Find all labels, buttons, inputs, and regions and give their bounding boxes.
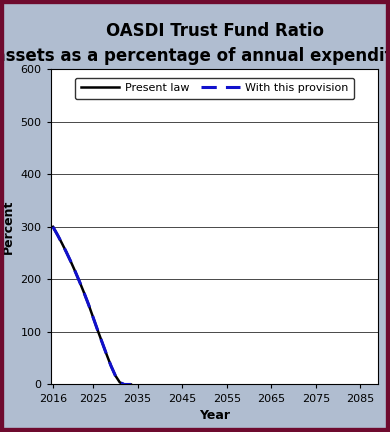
With this provision (99, 339, 104, 344)
With this provision (122, 382, 127, 387)
With this provision (82, 290, 87, 295)
Present law (108, 363, 113, 368)
Present law (117, 380, 122, 385)
Present law (99, 339, 104, 344)
Present law (91, 314, 96, 320)
With this provision (64, 249, 69, 254)
Line: With this provision: With this provision (53, 227, 131, 384)
With this provision (117, 380, 122, 385)
With this provision (68, 259, 73, 264)
Present law (129, 382, 133, 387)
With this provision (91, 314, 96, 320)
With this provision (113, 373, 118, 378)
With this provision (95, 327, 100, 332)
Present law (77, 280, 82, 285)
With this provision (129, 382, 133, 387)
Present law (95, 327, 100, 332)
Present law (64, 249, 69, 254)
Title: OASDI Trust Fund Ratio
(assets as a percentage of annual expenditures): OASDI Trust Fund Ratio (assets as a perc… (0, 22, 390, 65)
With this provision (126, 382, 131, 387)
With this provision (108, 363, 113, 368)
Present law (82, 290, 87, 295)
With this provision (86, 302, 91, 307)
Legend: Present law, With this provision: Present law, With this provision (75, 78, 354, 99)
With this provision (51, 224, 55, 229)
Present law (113, 373, 118, 378)
Present law (68, 259, 73, 264)
Present law (73, 269, 78, 274)
Present law (122, 382, 127, 387)
Y-axis label: Percent: Percent (2, 200, 15, 254)
With this provision (104, 351, 109, 356)
Present law (104, 351, 109, 356)
X-axis label: Year: Year (199, 409, 230, 422)
Present law (86, 302, 91, 307)
With this provision (55, 232, 60, 237)
With this provision (73, 269, 78, 274)
With this provision (77, 280, 82, 285)
Present law (55, 232, 60, 237)
Present law (60, 241, 64, 246)
Present law (51, 224, 55, 229)
Line: Present law: Present law (53, 227, 131, 384)
With this provision (60, 241, 64, 246)
Present law (126, 382, 131, 387)
